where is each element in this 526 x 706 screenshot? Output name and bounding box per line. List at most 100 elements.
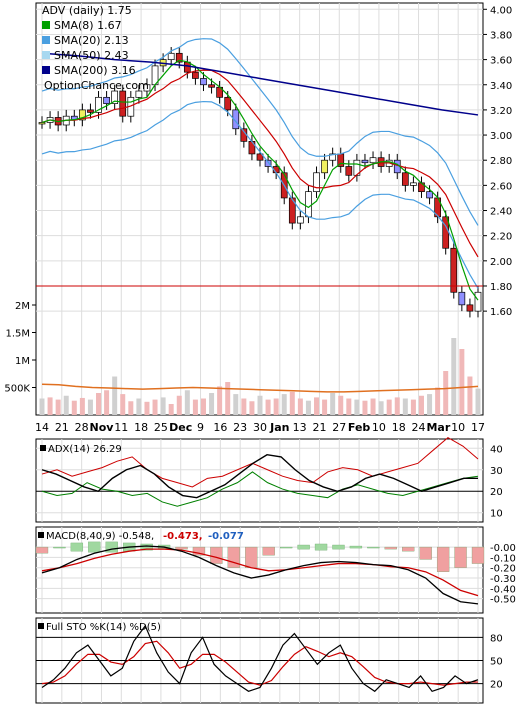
price-tick-label: 2.40 bbox=[490, 207, 512, 218]
volume-bar bbox=[346, 398, 352, 415]
candle-body bbox=[410, 182, 417, 186]
volume-bar bbox=[184, 390, 190, 415]
x-tick-label: Mar bbox=[426, 421, 450, 434]
macd-histogram-bar bbox=[454, 546, 467, 568]
sto-label: Full STO %K(14) %D(5) bbox=[46, 622, 161, 633]
legend-swatch-sma20 bbox=[42, 36, 50, 44]
volume-tick-label: 500K bbox=[4, 384, 30, 395]
volume-bar bbox=[200, 398, 206, 415]
price-tick-label: 3.80 bbox=[490, 30, 512, 41]
macd-swatch bbox=[38, 532, 44, 538]
volume-bar bbox=[192, 399, 198, 415]
volume-bar bbox=[386, 399, 392, 415]
adx-tick-label: 10 bbox=[490, 509, 503, 520]
volume-bars bbox=[35, 338, 485, 572]
macd-histogram-bar bbox=[88, 541, 101, 553]
macd-histogram-bar bbox=[402, 546, 415, 552]
macd-histogram-bar bbox=[471, 546, 485, 564]
x-tick-label: 27 bbox=[332, 421, 346, 434]
legend-sma8: SMA(8) 1.67 bbox=[54, 19, 122, 32]
x-tick-label: 30 bbox=[253, 421, 267, 434]
x-tick-label: 23 bbox=[233, 421, 247, 434]
x-tick-label: 16 bbox=[213, 421, 227, 434]
macd-histogram-bar bbox=[314, 543, 328, 551]
volume-bar bbox=[241, 398, 247, 415]
legend-sma50: SMA(50) 2.43 bbox=[54, 49, 129, 62]
candle-body bbox=[143, 84, 151, 92]
x-tick-label: 10 bbox=[451, 421, 465, 434]
sto-k-line bbox=[41, 624, 479, 693]
macd-histogram-bar bbox=[297, 544, 310, 550]
price-legend: ADV (daily) 1.75 SMA(8) 1.67 SMA(20) 2.1… bbox=[42, 4, 149, 92]
x-tick-label: Dec bbox=[169, 421, 192, 434]
indicator-lines bbox=[36, 38, 483, 693]
volume-bar bbox=[209, 393, 215, 415]
x-tick-label: 24 bbox=[412, 421, 426, 434]
legend-sma20: SMA(20) 2.13 bbox=[54, 34, 129, 47]
price-tick-label: 3.40 bbox=[490, 81, 512, 92]
macd-signal-line bbox=[41, 548, 479, 597]
adx-tick-label: 40 bbox=[490, 444, 503, 455]
macd-legend: MACD(8,40,9) -0.548, -0.473, -0.077 bbox=[38, 531, 244, 542]
candle-body bbox=[192, 71, 199, 79]
volume-bar bbox=[136, 398, 142, 415]
price-tick-label: 4.00 bbox=[490, 5, 512, 16]
macd-histogram-bar bbox=[367, 546, 380, 549]
macd-tick-label: -0.20 bbox=[490, 564, 516, 575]
macd-tick-label: -0.30 bbox=[490, 574, 516, 585]
candle-body bbox=[426, 191, 433, 199]
volume-bar bbox=[168, 404, 174, 415]
candle-body bbox=[401, 172, 409, 186]
x-tick-label: 18 bbox=[392, 421, 406, 434]
candle-body bbox=[38, 122, 46, 125]
macd-label: MACD(8,40,9) -0.548, bbox=[46, 531, 154, 542]
candle-body bbox=[232, 109, 240, 130]
candle-body bbox=[256, 153, 264, 161]
macd-histogram-bar bbox=[227, 546, 240, 568]
x-tick-label: Jan bbox=[269, 421, 289, 434]
candle-body bbox=[87, 109, 94, 113]
macd-histogram-bar bbox=[262, 546, 275, 556]
macd-tick-label: -0.40 bbox=[490, 584, 516, 595]
legend-sma200: SMA(200) 3.16 bbox=[54, 64, 136, 77]
volume-bar bbox=[160, 397, 166, 415]
volume-bar bbox=[112, 376, 118, 415]
x-tick-label: 21 bbox=[312, 421, 326, 434]
candle-body bbox=[200, 78, 207, 86]
volume-bar bbox=[322, 399, 328, 415]
candle-body bbox=[321, 159, 328, 174]
x-tick-label: 18 bbox=[134, 421, 148, 434]
macd-histogram-bar bbox=[105, 541, 118, 553]
volume-bar bbox=[394, 397, 400, 415]
macd-histogram-bar bbox=[35, 546, 49, 554]
x-tick-label: 25 bbox=[154, 421, 168, 434]
sto-legend: Full STO %K(14) %D(5) bbox=[38, 622, 161, 633]
volume-tick-label: 2M bbox=[15, 301, 30, 312]
sto-swatch bbox=[38, 623, 44, 629]
volume-bar bbox=[233, 394, 239, 415]
volume-bar bbox=[71, 400, 77, 415]
volume-bar bbox=[362, 400, 368, 415]
candle-body bbox=[119, 90, 127, 117]
macd-histogram-bar bbox=[245, 546, 258, 568]
x-tick-label: 11 bbox=[114, 421, 128, 434]
macd-histogram-bar bbox=[140, 543, 153, 551]
x-tick-label: 10 bbox=[372, 421, 386, 434]
macd-tick-label: -0.50 bbox=[490, 595, 516, 606]
volume-bar bbox=[305, 400, 311, 415]
watermark: OptionChance.com bbox=[44, 79, 149, 92]
candle-body bbox=[264, 159, 272, 167]
legend-adv: ADV (daily) 1.75 bbox=[42, 4, 132, 17]
price-tick-label: 1.80 bbox=[490, 282, 512, 293]
volume-bar bbox=[257, 395, 263, 415]
price-tick-label: 3.00 bbox=[490, 131, 512, 142]
adx-tick-label: 30 bbox=[490, 466, 503, 477]
legend-swatch-sma200 bbox=[42, 66, 50, 74]
volume-bar bbox=[249, 401, 255, 415]
candle-body bbox=[175, 52, 183, 63]
macd-histogram-bar bbox=[53, 546, 66, 549]
candle-body bbox=[288, 197, 296, 224]
volume-bar bbox=[273, 398, 279, 415]
macd-histogram-bar bbox=[192, 546, 206, 556]
candle-body bbox=[111, 90, 119, 104]
